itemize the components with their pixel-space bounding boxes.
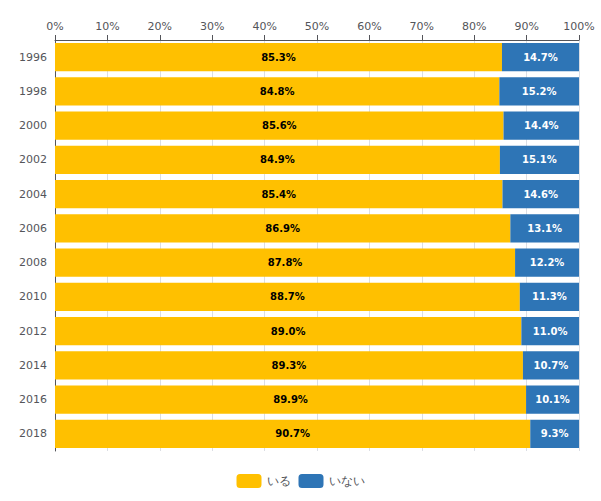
svg-text:100%: 100% bbox=[563, 20, 594, 33]
svg-text:30%: 30% bbox=[200, 20, 224, 33]
svg-text:9.3%: 9.3% bbox=[541, 428, 569, 439]
svg-text:50%: 50% bbox=[305, 20, 329, 33]
svg-text:70%: 70% bbox=[410, 20, 434, 33]
svg-text:2014: 2014 bbox=[19, 359, 47, 372]
svg-text:86.9%: 86.9% bbox=[265, 223, 300, 234]
svg-text:14.7%: 14.7% bbox=[523, 52, 558, 63]
svg-text:15.1%: 15.1% bbox=[522, 154, 557, 165]
svg-text:いる: いる bbox=[267, 474, 291, 488]
svg-text:89.0%: 89.0% bbox=[271, 326, 306, 337]
svg-text:88.7%: 88.7% bbox=[270, 291, 305, 302]
svg-text:84.9%: 84.9% bbox=[260, 154, 295, 165]
svg-text:2016: 2016 bbox=[19, 393, 47, 406]
svg-text:85.3%: 85.3% bbox=[261, 52, 296, 63]
svg-text:2012: 2012 bbox=[19, 325, 47, 338]
svg-text:15.2%: 15.2% bbox=[522, 86, 557, 97]
svg-text:13.1%: 13.1% bbox=[527, 223, 562, 234]
svg-text:14.4%: 14.4% bbox=[524, 120, 559, 131]
svg-text:2008: 2008 bbox=[19, 256, 47, 269]
svg-text:60%: 60% bbox=[357, 20, 381, 33]
svg-text:85.6%: 85.6% bbox=[262, 120, 297, 131]
svg-text:11.0%: 11.0% bbox=[533, 326, 568, 337]
svg-text:2004: 2004 bbox=[19, 188, 47, 201]
svg-text:2006: 2006 bbox=[19, 222, 47, 235]
svg-text:10%: 10% bbox=[95, 20, 119, 33]
svg-text:89.3%: 89.3% bbox=[272, 360, 307, 371]
svg-text:1998: 1998 bbox=[19, 85, 47, 98]
svg-text:10.1%: 10.1% bbox=[535, 394, 570, 405]
svg-text:40%: 40% bbox=[252, 20, 276, 33]
svg-text:20%: 20% bbox=[148, 20, 172, 33]
svg-text:14.6%: 14.6% bbox=[523, 189, 558, 200]
svg-text:2002: 2002 bbox=[19, 153, 47, 166]
svg-text:90%: 90% bbox=[514, 20, 538, 33]
svg-text:2000: 2000 bbox=[19, 119, 47, 132]
svg-text:84.8%: 84.8% bbox=[260, 86, 295, 97]
svg-text:0%: 0% bbox=[46, 20, 63, 33]
svg-text:11.3%: 11.3% bbox=[532, 291, 567, 302]
svg-text:1996: 1996 bbox=[19, 51, 47, 64]
svg-text:89.9%: 89.9% bbox=[273, 394, 308, 405]
svg-text:80%: 80% bbox=[462, 20, 486, 33]
svg-text:12.2%: 12.2% bbox=[530, 257, 565, 268]
svg-text:10.7%: 10.7% bbox=[534, 360, 569, 371]
svg-text:87.8%: 87.8% bbox=[268, 257, 303, 268]
svg-text:90.7%: 90.7% bbox=[275, 428, 310, 439]
svg-text:2010: 2010 bbox=[19, 290, 47, 303]
svg-text:2018: 2018 bbox=[19, 427, 47, 440]
svg-text:85.4%: 85.4% bbox=[261, 189, 296, 200]
svg-text:いない: いない bbox=[329, 474, 365, 488]
